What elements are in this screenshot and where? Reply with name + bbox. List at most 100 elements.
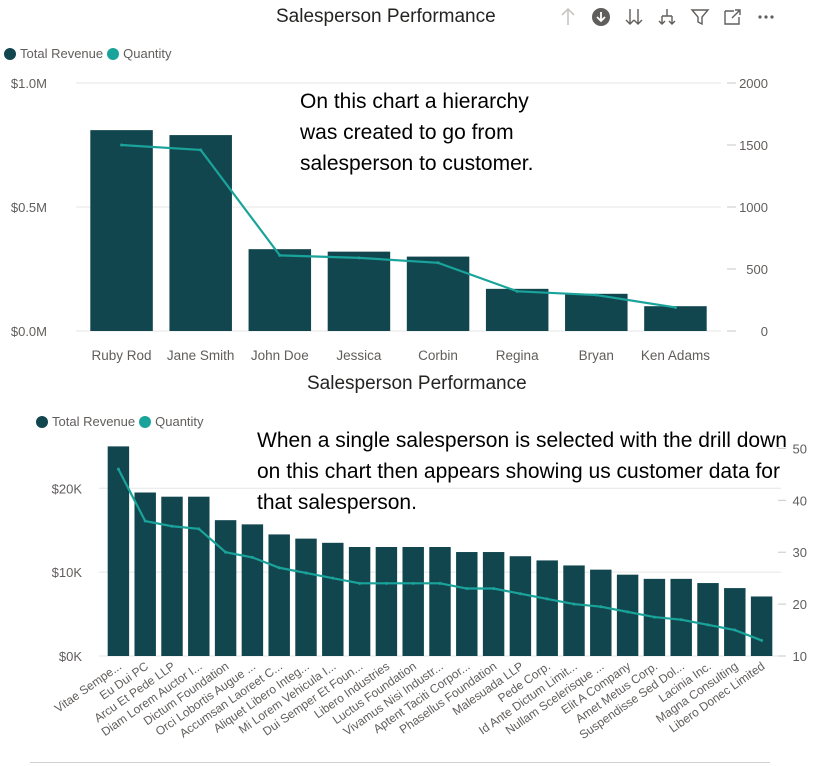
quantity-point bbox=[465, 587, 469, 591]
quantity-point bbox=[120, 143, 124, 147]
revenue-bar bbox=[563, 565, 585, 656]
quantity-point bbox=[199, 148, 203, 152]
quantity-point bbox=[357, 256, 361, 260]
x-axis-label: Ken Adams bbox=[641, 348, 710, 363]
quantity-point bbox=[250, 555, 254, 559]
revenue-bar bbox=[134, 492, 156, 656]
annotation-note: On this chart a hierarchy was created to… bbox=[300, 90, 534, 175]
legend-label-quantity[interactable]: Quantity bbox=[123, 46, 172, 61]
revenue-bar bbox=[750, 596, 773, 656]
revenue-bar bbox=[161, 496, 183, 656]
revenue-bar bbox=[697, 583, 719, 656]
y-right-tick-label: 500 bbox=[746, 262, 768, 277]
legend-swatch-total-revenue bbox=[36, 415, 48, 428]
expand-next-level-icon[interactable] bbox=[655, 6, 679, 28]
revenue-bar bbox=[268, 534, 290, 656]
quantity-point bbox=[760, 638, 764, 642]
revenue-bar bbox=[565, 293, 628, 331]
revenue-bar bbox=[295, 538, 317, 656]
y-left-tick-label: $1.0M bbox=[11, 76, 47, 91]
quantity-point bbox=[277, 566, 281, 570]
revenue-bar bbox=[248, 249, 312, 331]
legend-label-total-revenue[interactable]: Total Revenue bbox=[20, 46, 104, 61]
revenue-bar bbox=[670, 578, 692, 656]
quantity-point bbox=[626, 610, 630, 614]
expand-all-icon[interactable] bbox=[622, 6, 646, 28]
revenue-bar bbox=[644, 306, 707, 331]
chart-title: Salesperson Performance bbox=[276, 6, 496, 27]
quantity-point bbox=[515, 289, 519, 293]
y-right-tick-label: 1000 bbox=[739, 200, 768, 215]
quantity-point bbox=[518, 592, 522, 596]
revenue-bar bbox=[107, 446, 130, 656]
quantity-point bbox=[733, 628, 737, 632]
quantity-point bbox=[652, 615, 656, 619]
focus-mode-icon[interactable] bbox=[721, 6, 745, 28]
quantity-point bbox=[594, 293, 598, 297]
revenue-bar bbox=[590, 569, 612, 656]
x-axis-label: Jessica bbox=[336, 348, 382, 363]
y-right-tick-label: 10 bbox=[793, 649, 807, 664]
quantity-point bbox=[224, 550, 228, 554]
revenue-bar bbox=[90, 130, 153, 331]
revenue-bar bbox=[485, 288, 549, 331]
quantity-point bbox=[492, 587, 496, 591]
quantity-point bbox=[331, 576, 335, 580]
revenue-bar bbox=[188, 496, 210, 656]
quantity-line bbox=[121, 143, 676, 309]
revenue-bar bbox=[724, 588, 746, 656]
revenue-bar bbox=[375, 547, 398, 656]
y-right-tick-label: 30 bbox=[793, 545, 807, 560]
quantity-point bbox=[278, 253, 282, 257]
salesperson-combo-chart: $0.0M $0.5M $1.0M 0 500 1000 1500 2000 Ruby Rod J… bbox=[11, 76, 768, 363]
quantity-point bbox=[304, 571, 308, 575]
x-axis-label: Regina bbox=[496, 348, 539, 363]
quantity-point bbox=[384, 581, 388, 585]
legend-label-quantity[interactable]: Quantity bbox=[155, 414, 204, 429]
quantity-point bbox=[116, 467, 120, 471]
y-left-tick-label: $20K bbox=[52, 481, 83, 496]
revenue-bar bbox=[456, 552, 478, 656]
revenue-bar bbox=[536, 560, 558, 656]
x-axis-label: Corbin bbox=[418, 348, 458, 363]
revenue-bar bbox=[482, 552, 505, 656]
x-axis-label: John Doe bbox=[251, 348, 309, 363]
quantity-point bbox=[599, 605, 603, 609]
more-options-icon[interactable] bbox=[754, 6, 778, 28]
x-axis-label: Jane Smith bbox=[167, 348, 235, 363]
revenue-bar bbox=[402, 547, 424, 656]
chart-title: Salesperson Performance bbox=[307, 373, 527, 394]
x-axis-label: Ruby Rod bbox=[92, 348, 152, 363]
drill-up-icon[interactable] bbox=[556, 6, 580, 28]
bottom-chart-panel: Salesperson Performance Total Revenue Qu… bbox=[30, 368, 818, 766]
annotation-note: When a single salesperson is selected wi… bbox=[257, 429, 787, 514]
visual-header-toolbar bbox=[556, 6, 778, 28]
filter-icon[interactable] bbox=[688, 6, 712, 28]
legend-label-total-revenue[interactable]: Total Revenue bbox=[52, 414, 136, 429]
revenue-bar bbox=[322, 542, 344, 656]
y-right-tick-label: 20 bbox=[793, 597, 807, 612]
revenue-bar bbox=[169, 135, 232, 331]
revenue-bar bbox=[327, 251, 391, 331]
revenue-bar bbox=[509, 556, 532, 656]
quantity-point bbox=[436, 261, 440, 265]
quantity-point bbox=[673, 305, 677, 309]
quantity-point bbox=[143, 519, 147, 523]
quantity-point bbox=[170, 524, 174, 528]
quantity-point bbox=[545, 597, 549, 601]
y-right-tick-label: 0 bbox=[761, 324, 768, 339]
y-right-tick-label: 1500 bbox=[739, 138, 768, 153]
quantity-point bbox=[197, 527, 201, 531]
quantity-point bbox=[679, 618, 683, 622]
revenue-bar bbox=[429, 547, 451, 656]
legend-swatch-total-revenue bbox=[4, 47, 16, 60]
drill-down-on-icon[interactable] bbox=[589, 6, 613, 28]
revenue-bar bbox=[241, 524, 264, 656]
top-chart-panel: Salesperson Performance Total Revenue Qu… bbox=[0, 0, 790, 366]
x-axis-label: Bryan bbox=[579, 348, 614, 363]
chart-legend: Total Revenue Quantity bbox=[36, 414, 204, 429]
quantity-point bbox=[358, 581, 362, 585]
y-right-tick-label: 40 bbox=[793, 493, 807, 508]
quantity-point bbox=[572, 602, 576, 606]
